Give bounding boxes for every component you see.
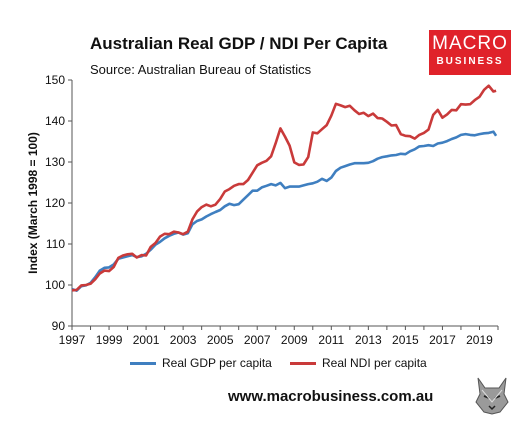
logo-line2: BUSINESS <box>436 56 504 67</box>
x-tick-label: 2009 <box>281 333 308 347</box>
logo-line1: MACRO <box>432 33 508 54</box>
macrobusiness-logo: MACRO BUSINESS <box>429 30 511 75</box>
x-tick-label: 2007 <box>244 333 271 347</box>
series-line-gdp <box>71 130 498 292</box>
chart-subtitle: Source: Australian Bureau of Statistics <box>90 62 312 77</box>
y-tick-label: 120 <box>45 196 65 210</box>
x-tick-label: 1999 <box>96 333 123 347</box>
x-tick-label: 2019 <box>466 333 493 347</box>
legend-item-gdp: Real GDP per capita <box>130 356 272 370</box>
y-tick-label: 100 <box>45 278 65 292</box>
legend-item-ndi: Real NDI per capita <box>290 356 427 370</box>
y-tick-label: 130 <box>45 155 65 169</box>
x-tick-label: 2017 <box>429 333 456 347</box>
footer-url: www.macrobusiness.com.au <box>228 388 434 405</box>
chart-title: Australian Real GDP / NDI Per Capita <box>90 34 388 53</box>
legend-swatch-gdp <box>130 361 156 365</box>
y-tick-label: 150 <box>45 73 65 87</box>
series-line-ndi <box>71 84 497 292</box>
y-tick-label: 90 <box>52 319 66 333</box>
x-tick-label: 1997 <box>59 333 86 347</box>
x-tick-label: 2003 <box>170 333 197 347</box>
legend-swatch-ndi <box>290 361 316 365</box>
y-axis-label: Index (March 1998 = 100) <box>26 132 40 274</box>
x-tick-label: 2013 <box>355 333 382 347</box>
x-tick-label: 2011 <box>318 333 344 347</box>
y-tick-label: 110 <box>46 237 65 251</box>
legend-label-gdp: Real GDP per capita <box>162 356 272 370</box>
x-tick-label: 2015 <box>392 333 419 347</box>
x-tick-label: 2005 <box>207 333 234 347</box>
y-tick-label: 140 <box>45 114 65 128</box>
legend-label-ndi: Real NDI per capita <box>322 356 427 370</box>
wolf-icon <box>470 372 514 416</box>
x-tick-label: 2001 <box>133 333 160 347</box>
